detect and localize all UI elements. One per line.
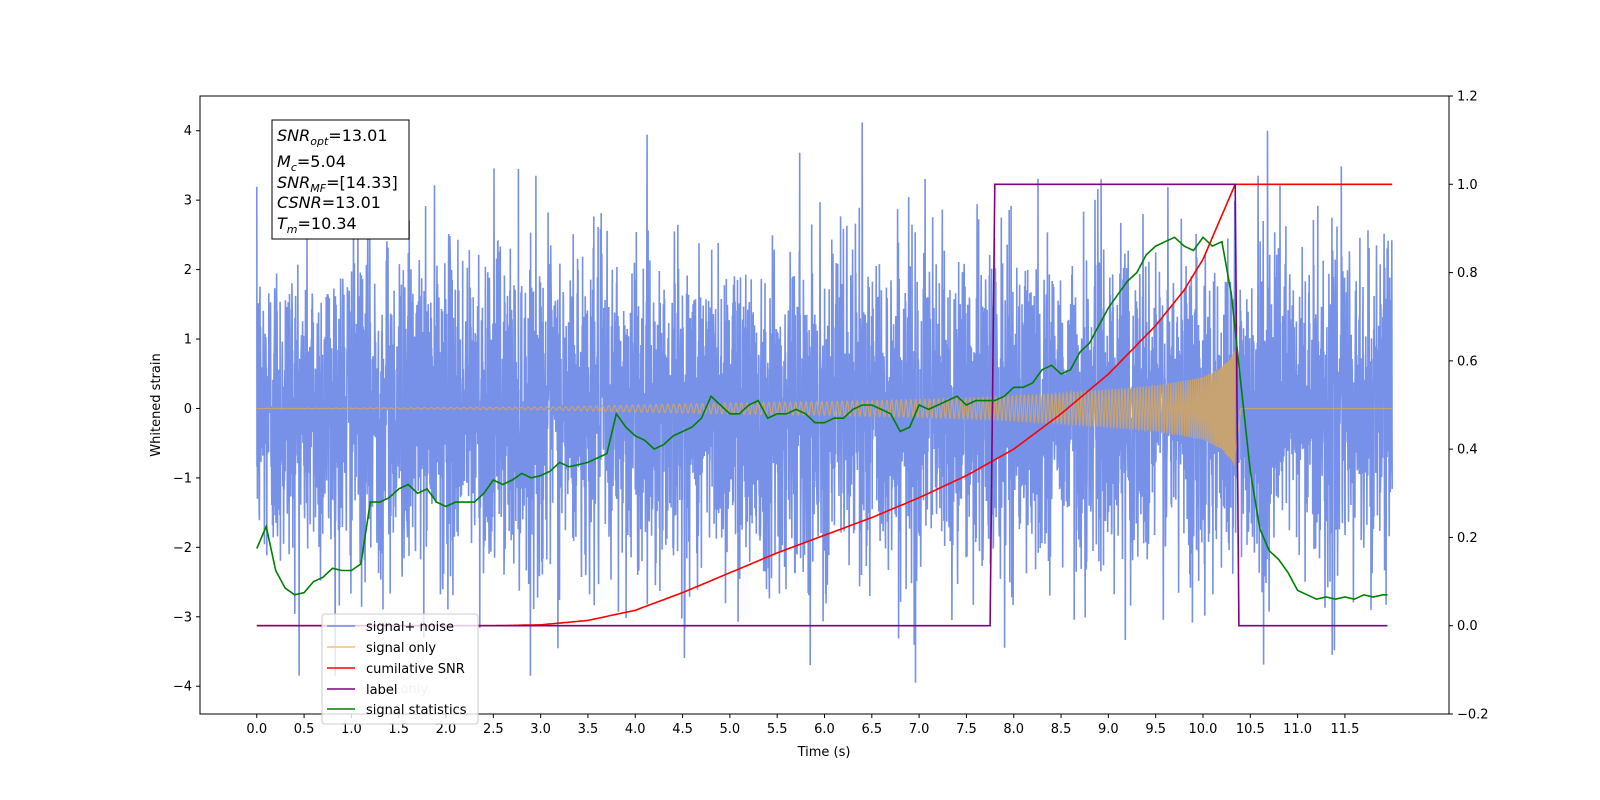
annotation-line: SNRopt=13.01	[277, 126, 388, 148]
x-tick-label: 3.0	[530, 722, 551, 737]
x-tick-label: 2.0	[436, 722, 457, 737]
annotation-value: =13.01	[328, 126, 387, 145]
y2-tick-label: 1.0	[1457, 178, 1478, 193]
annotation-symbol: CSNR	[277, 193, 322, 212]
y-tick-label: −2	[173, 541, 192, 556]
x-tick-label: 8.5	[1051, 722, 1072, 737]
legend-label: signal statistics	[366, 703, 467, 718]
annotation-symbol: SNR	[277, 126, 310, 145]
series-layer	[256, 122, 1393, 683]
y2-tick-label: 1.2	[1457, 90, 1478, 105]
annotation-value: =5.04	[297, 152, 346, 171]
x-tick-label: 11.5	[1330, 722, 1359, 737]
y-tick-label: −3	[173, 610, 192, 625]
x-tick-label: 10.5	[1236, 722, 1265, 737]
y2-tick-label: 0.0	[1457, 619, 1478, 634]
x-tick-label: 10.0	[1189, 722, 1218, 737]
y-tick-label: −4	[173, 680, 192, 695]
signal-statistics-line	[256, 236, 1388, 601]
annotation-subscript: m	[287, 223, 298, 236]
x-tick-label: 6.0	[814, 722, 835, 737]
y-axis-right: −0.2 0.0 0.2 0.4 0.6 0.8 1.0 1.2	[1449, 90, 1489, 723]
annotation-value: =13.01	[322, 193, 381, 212]
x-tick-label: 4.5	[672, 722, 693, 737]
x-tick-label: 8.0	[1003, 722, 1024, 737]
annotation-line: Tm=10.34	[277, 214, 357, 236]
x-tick-label: 1.0	[341, 722, 362, 737]
x-tick-label: 5.5	[767, 722, 788, 737]
x-tick-label: 9.0	[1098, 722, 1119, 737]
x-tick-label: 0.0	[246, 722, 267, 737]
y-tick-label: −1	[173, 471, 192, 486]
x-tick-label: 0.5	[294, 722, 315, 737]
y-tick-label: 0	[184, 402, 192, 417]
stats-annotation-box: SNRopt=13.01Mc=5.04SNRMF=[14.33]CSNR=13.…	[271, 119, 410, 240]
y2-tick-label: 0.2	[1457, 531, 1478, 546]
annotation-value: =[14.33]	[326, 173, 398, 192]
y2-tick-label: 0.8	[1457, 266, 1478, 281]
y-axis-left: −4 −3 −2 −1 0 1 2 3 4	[173, 124, 200, 695]
annotation-line: CSNR=13.01	[277, 193, 381, 212]
annotation-symbol: T	[277, 214, 288, 233]
y-tick-label: 1	[184, 333, 192, 348]
legend-label: signal only	[366, 641, 436, 656]
x-tick-label: 7.0	[909, 722, 930, 737]
x-tick-label: 6.5	[861, 722, 882, 737]
y-axis-label: Whitened strain	[149, 353, 164, 456]
legend-label: signal+ noise	[366, 620, 454, 635]
x-tick-label: 2.5	[483, 722, 504, 737]
annotation-subscript: MF	[310, 182, 326, 195]
legend-label: cumilative SNR	[366, 662, 465, 677]
x-tick-label: 9.5	[1145, 722, 1166, 737]
annotation-value: =10.34	[298, 214, 357, 233]
y-tick-label: 2	[184, 263, 192, 278]
x-tick-label: 4.0	[625, 722, 646, 737]
x-tick-label: 11.0	[1283, 722, 1312, 737]
annotation-frame	[271, 119, 410, 240]
signal-only-line	[256, 351, 1393, 466]
y-tick-label: 3	[184, 194, 192, 209]
legend-frame	[321, 613, 479, 725]
signal-noise-line	[256, 122, 1393, 683]
annotation-line: SNRMF=[14.33]	[277, 173, 398, 195]
label-line	[256, 183, 1388, 627]
x-axis: 0.0 0.5 1.0 1.5 2.0 2.5 3.0 3.5 4.0 4.5 5.0 5.5 6.0 6…	[246, 714, 1359, 737]
y2-tick-label: −0.2	[1457, 708, 1489, 723]
x-tick-label: 7.5	[956, 722, 977, 737]
x-axis-label: Time (s)	[797, 745, 851, 760]
y2-tick-label: 0.4	[1457, 443, 1478, 458]
annotation-subscript: c	[291, 161, 297, 174]
annotation-symbol: SNR	[277, 173, 310, 192]
annotation-line: Mc=5.04	[277, 152, 346, 174]
y-tick-label: 4	[184, 124, 192, 139]
y2-tick-label: 0.6	[1457, 354, 1478, 369]
x-tick-label: 1.5	[388, 722, 409, 737]
annotation-symbol: M	[277, 152, 291, 171]
legend-label: label	[366, 683, 397, 698]
x-tick-label: 3.5	[578, 722, 599, 737]
x-tick-label: 5.0	[720, 722, 741, 737]
annotation-subscript: opt	[310, 135, 329, 148]
